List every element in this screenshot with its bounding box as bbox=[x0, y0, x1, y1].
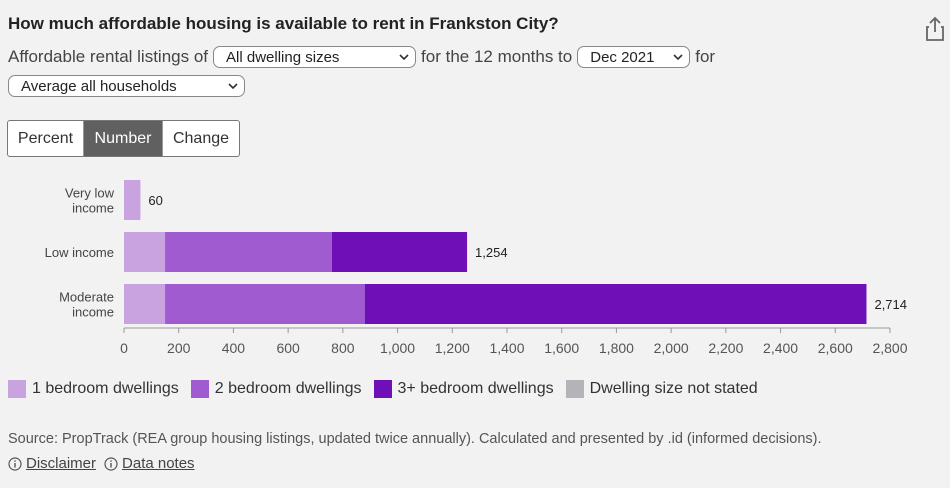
bar-segment bbox=[165, 232, 332, 272]
dwelling-size-select[interactable]: All dwelling sizes bbox=[213, 46, 417, 68]
legend-label-3plus-bedroom: 3+ bedroom dwellings bbox=[397, 380, 554, 397]
bar-segment bbox=[331, 232, 468, 272]
footer-links: Disclaimer Data notes bbox=[8, 455, 203, 472]
share-icon[interactable] bbox=[924, 16, 946, 42]
x-tick-label: 1,800 bbox=[599, 340, 634, 356]
x-tick-label: 2,400 bbox=[763, 340, 798, 356]
tab-number[interactable]: Number bbox=[84, 121, 163, 156]
legend-item-1-bedroom[interactable]: 1 bedroom dwellings bbox=[8, 380, 179, 398]
x-tick-label: 2,200 bbox=[708, 340, 743, 356]
chevron-down-icon bbox=[228, 83, 238, 89]
legend: 1 bedroom dwellings 2 bedroom dwellings … bbox=[8, 380, 770, 398]
legend-label-1-bedroom: 1 bedroom dwellings bbox=[32, 380, 179, 397]
period-value: Dec 2021 bbox=[590, 48, 655, 66]
bar-total-label: 60 bbox=[148, 193, 162, 208]
tab-change[interactable]: Change bbox=[172, 129, 230, 147]
x-tick-label: 2,000 bbox=[654, 340, 689, 356]
legend-item-not-stated[interactable]: Dwelling size not stated bbox=[565, 380, 758, 398]
bar-segment bbox=[124, 180, 141, 220]
chevron-down-icon bbox=[399, 54, 409, 60]
data-notes-link[interactable]: Data notes bbox=[122, 455, 195, 472]
legend-swatch-1-bedroom bbox=[8, 380, 26, 398]
bar-total-label: 1,254 bbox=[475, 245, 508, 260]
info-icon bbox=[104, 456, 118, 471]
legend-swatch-3plus-bedroom bbox=[373, 380, 392, 398]
view-tabs: Percent Number Change bbox=[7, 120, 240, 157]
x-tick-label: 200 bbox=[167, 340, 191, 356]
household-value: Average all households bbox=[21, 77, 177, 95]
controls-mid: for the 12 months to bbox=[421, 47, 573, 66]
controls-line-2: Average all households bbox=[8, 75, 245, 97]
disclaimer-link[interactable]: Disclaimer bbox=[26, 455, 97, 472]
x-tick-label: 2,600 bbox=[818, 340, 853, 356]
chevron-down-icon bbox=[673, 54, 683, 60]
controls-prefix: Affordable rental listings of bbox=[8, 47, 209, 66]
x-tick-label: 600 bbox=[276, 340, 300, 356]
bar-total-label: 2,714 bbox=[874, 297, 907, 312]
source-note: Source: PropTrack (REA group housing lis… bbox=[8, 431, 822, 447]
info-icon bbox=[8, 456, 22, 471]
bar-segment bbox=[124, 284, 166, 324]
bar-segment bbox=[165, 284, 365, 324]
page-title: How much affordable housing is available… bbox=[8, 14, 559, 33]
bar-segment bbox=[124, 232, 166, 272]
x-tick-label: 1,600 bbox=[544, 340, 579, 356]
controls-suffix: for bbox=[695, 47, 716, 66]
bar-segment bbox=[364, 284, 867, 324]
x-tick-label: 2,800 bbox=[872, 340, 907, 356]
dwelling-size-value: All dwelling sizes bbox=[226, 48, 340, 66]
x-tick-label: 1,000 bbox=[380, 340, 415, 356]
bar-chart: Very low income 60 Low income 1,254 Moderate i… bbox=[45, 180, 908, 356]
category-label: Very low income bbox=[65, 186, 115, 216]
household-select[interactable]: Average all households bbox=[8, 75, 245, 97]
category-label: Low income bbox=[45, 245, 114, 260]
legend-label-2-bedroom: 2 bedroom dwellings bbox=[214, 380, 362, 397]
x-tick-label: 0 bbox=[120, 340, 128, 356]
category-label: Moderate income bbox=[59, 290, 114, 320]
legend-item-2-bedroom[interactable]: 2 bedroom dwellings bbox=[190, 380, 362, 398]
tab-percent[interactable]: Percent bbox=[8, 121, 84, 156]
x-tick-label: 800 bbox=[331, 340, 355, 356]
controls-line-1: Affordable rental listings of All dwelli… bbox=[8, 46, 715, 68]
x-tick-label: 400 bbox=[222, 340, 246, 356]
x-tick-label: 1,200 bbox=[435, 340, 470, 356]
legend-swatch-2-bedroom bbox=[190, 380, 209, 398]
legend-swatch-not-stated bbox=[565, 380, 584, 398]
period-select[interactable]: Dec 2021 bbox=[577, 46, 691, 68]
legend-item-3plus-bedroom[interactable]: 3+ bedroom dwellings bbox=[373, 380, 554, 398]
legend-label-not-stated: Dwelling size not stated bbox=[589, 380, 758, 397]
x-tick-label: 1,400 bbox=[489, 340, 524, 356]
